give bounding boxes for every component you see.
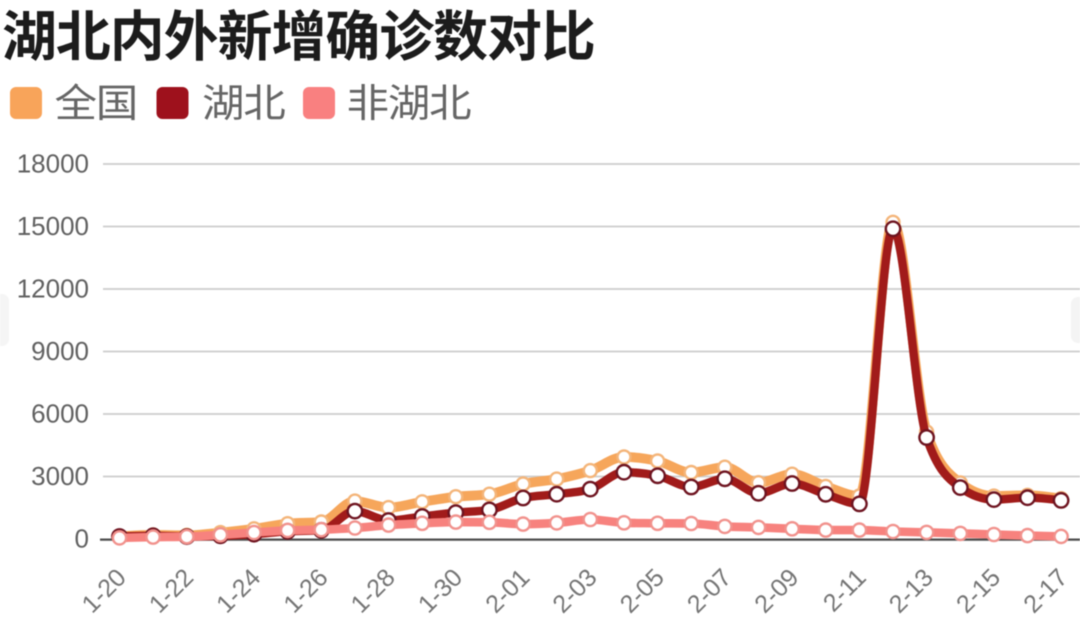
svg-text:3000: 3000 — [31, 461, 89, 491]
svg-text:15000: 15000 — [17, 211, 89, 241]
svg-text:6000: 6000 — [31, 398, 89, 428]
svg-text:18000: 18000 — [17, 148, 89, 178]
svg-text:9000: 9000 — [31, 336, 89, 366]
svg-text:12000: 12000 — [17, 273, 89, 303]
svg-text:0: 0 — [75, 523, 89, 553]
